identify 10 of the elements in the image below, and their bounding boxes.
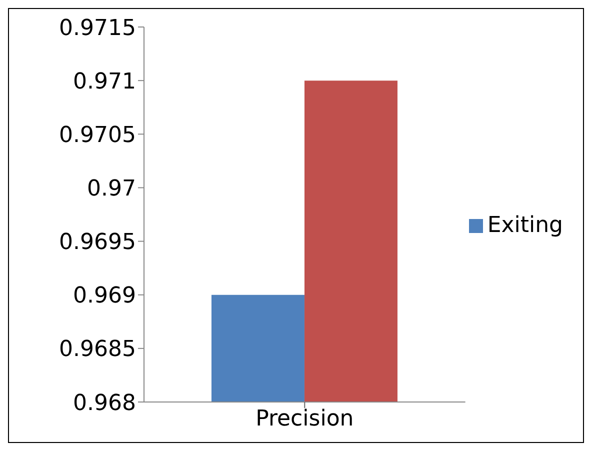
y-tick-label: 0.97	[87, 176, 136, 202]
y-tick-label: 0.9695	[59, 230, 136, 256]
y-tick-label: 0.969	[73, 284, 136, 309]
y-tick-label: 0.971	[73, 69, 136, 94]
x-tick-label: Precision	[256, 406, 354, 432]
y-tick-label: 0.9715	[59, 16, 136, 41]
y-tick-label: 0.9705	[59, 122, 136, 148]
legend-label: Exiting	[487, 213, 563, 238]
y-tick-label: 0.968	[73, 390, 136, 416]
y-tick-label: 0.9685	[59, 337, 136, 362]
